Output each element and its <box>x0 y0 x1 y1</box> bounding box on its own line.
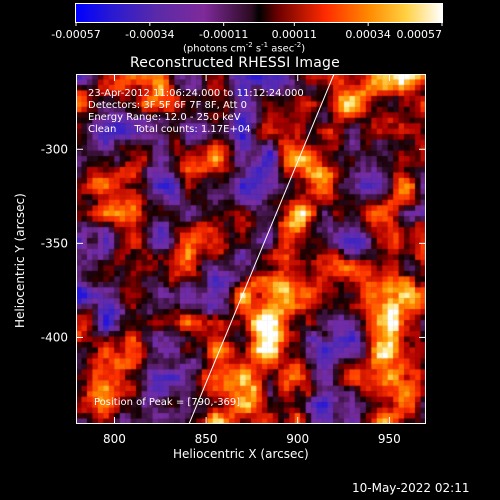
x-tick-label: 850 <box>195 432 218 446</box>
info-time: 23-Apr-2012 11:06:24.000 to 11:12:24.000 <box>88 88 304 99</box>
x-tick-label: 900 <box>286 432 309 446</box>
colorbar-tick-label: -0.00011 <box>199 28 248 41</box>
plot-title: Reconstructed RHESSI Image <box>130 55 340 71</box>
colorbar-ticks: -0.00057 -0.00034 -0.00011 0.00011 0.00034 0.… <box>51 22 443 41</box>
x-tick-label: 950 <box>378 432 401 446</box>
x-tick-label: 800 <box>103 432 126 446</box>
info-clean: Clean Total counts: 1.17E+04 <box>88 124 251 135</box>
rhessi-image <box>76 74 426 424</box>
limb-line <box>188 74 335 424</box>
colorbar-units: (photons cm-2 s-1 asec-2) <box>183 41 306 55</box>
info-text: 23-Apr-2012 11:06:24.000 to 11:12:24.000… <box>88 88 304 136</box>
y-tick-label: -350 <box>41 236 68 250</box>
y-tick-label: -400 <box>41 330 68 344</box>
info-detectors: Detectors: 3F 5F 6F 7F 8F, Att 0 <box>88 100 248 111</box>
y-tick-label: -300 <box>41 142 68 156</box>
plot-area: 23-Apr-2012 11:06:24.000 to 11:12:24.000… <box>76 74 426 424</box>
colorbar <box>75 3 443 23</box>
colorbar-tick-label: 0.00011 <box>272 28 318 41</box>
colorbar-tick-label: -0.00057 <box>51 28 100 41</box>
x-axis-label: Heliocentric X (arcsec) <box>173 447 309 461</box>
y-axis-label: Heliocentric Y (arcsec) <box>13 193 27 328</box>
info-energy: Energy Range: 12.0 - 25.0 keV <box>88 112 241 123</box>
colorbar-tick-label: 0.00057 <box>397 28 443 41</box>
peak-position: Position of Peak = [790,-369] <box>94 397 241 408</box>
colorbar-tick-label: -0.00034 <box>125 28 174 41</box>
colorbar-tick-label: 0.00034 <box>345 28 391 41</box>
timestamp: 10-May-2022 02:11 <box>352 481 470 495</box>
colorbar-gradient <box>76 4 442 22</box>
